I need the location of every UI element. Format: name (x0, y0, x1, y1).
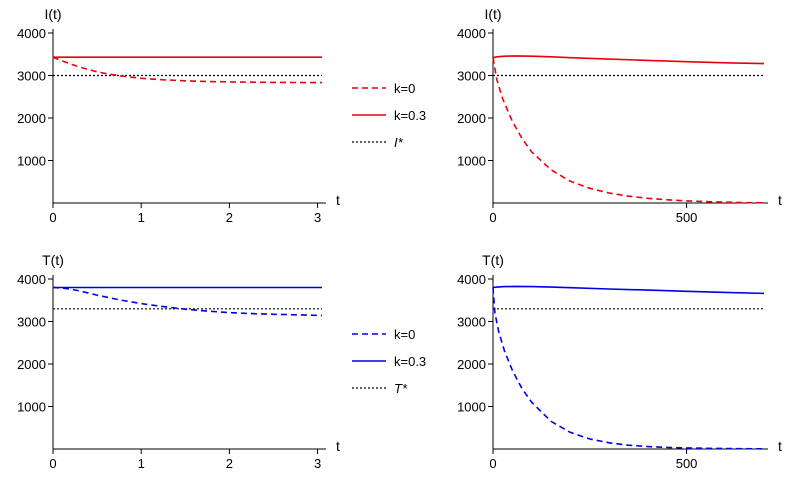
chart-panel-1: 0 1 2 3 1000 2000 3000 4000 I(t) t (17, 6, 340, 225)
legend-label: k=0 (394, 327, 415, 342)
y-tick-label: 1000 (17, 400, 46, 415)
y-tick-label: 2000 (457, 111, 486, 126)
series-line-k-0-3 (492, 285, 765, 295)
y-tick-label: 3000 (457, 315, 486, 330)
y-axis-label: I(t) (484, 6, 501, 22)
chart-panel-3: 0 1 2 3 1000 2000 3000 4000 T(t) t (17, 252, 340, 471)
x-axis-label: t (336, 192, 340, 208)
x-tick-label: 0 (49, 210, 56, 225)
legend-label: k=0.3 (394, 354, 426, 369)
y-tick-label: 4000 (17, 26, 46, 41)
x-tick-label: 0 (489, 210, 496, 225)
series-line-k-0-3 (492, 55, 765, 65)
legend-label: k=0 (394, 81, 415, 96)
x-tick-label: 1 (138, 210, 145, 225)
series-line-k-0 (52, 56, 323, 84)
x-tick-label: 3 (314, 456, 321, 471)
x-tick-label: 0 (49, 456, 56, 471)
x-axis-label: t (778, 192, 782, 208)
x-tick-label: 500 (676, 210, 698, 225)
series-line-k-0 (492, 57, 765, 204)
y-tick-label: 1000 (17, 154, 46, 169)
legend-label: I* (394, 135, 404, 150)
y-axis-label: T(t) (482, 252, 504, 268)
series-line-k-0 (492, 287, 765, 450)
x-tick-label: 1 (138, 456, 145, 471)
legend-label: T* (394, 381, 408, 396)
series-line-k-0 (52, 286, 323, 317)
legend-label: k=0.3 (394, 108, 426, 123)
y-axis-label: I(t) (44, 6, 61, 22)
y-tick-label: 2000 (17, 357, 46, 372)
chart-panel-4: 0 500 1000 2000 3000 4000 T(t) t (457, 252, 782, 471)
legend-2: k=0 k=0.3 T* (352, 327, 426, 396)
y-tick-label: 4000 (17, 272, 46, 287)
y-tick-label: 4000 (457, 272, 486, 287)
x-tick-label: 3 (314, 210, 321, 225)
y-tick-label: 2000 (17, 111, 46, 126)
x-tick-label: 2 (226, 210, 233, 225)
y-tick-label: 3000 (17, 69, 46, 84)
x-tick-label: 2 (226, 456, 233, 471)
y-tick-label: 3000 (17, 315, 46, 330)
y-tick-label: 4000 (457, 26, 486, 41)
y-tick-label: 1000 (457, 400, 486, 415)
chart-panel-2: 0 500 1000 2000 3000 4000 I(t) t (457, 6, 782, 225)
x-axis-label: t (336, 438, 340, 454)
legend-1: k=0 k=0.3 I* (352, 81, 426, 150)
x-tick-label: 500 (676, 456, 698, 471)
y-tick-label: 1000 (457, 154, 486, 169)
y-tick-label: 2000 (457, 357, 486, 372)
y-axis-label: T(t) (42, 252, 64, 268)
x-axis-label: t (778, 438, 782, 454)
x-tick-label: 0 (489, 456, 496, 471)
y-tick-label: 3000 (457, 69, 486, 84)
